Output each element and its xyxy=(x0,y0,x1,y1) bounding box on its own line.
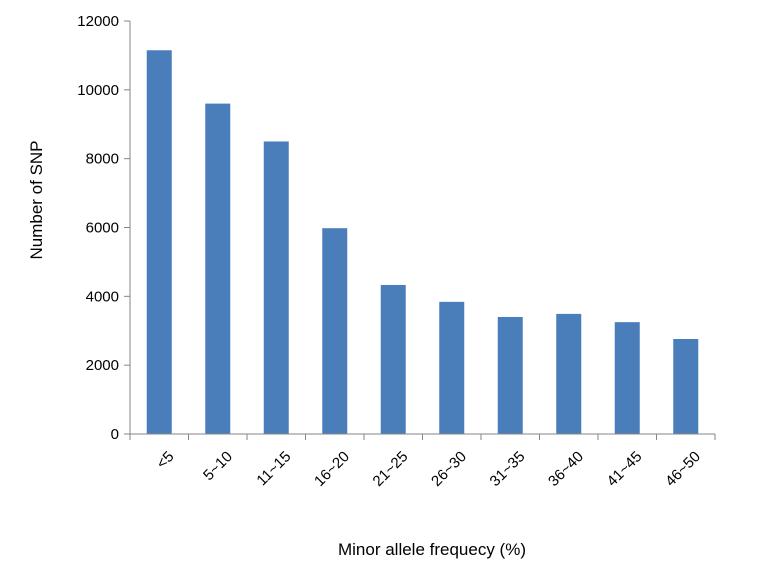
bar-8 xyxy=(614,322,640,434)
x-tick-label-4: 21~25 xyxy=(370,448,412,490)
x-axis-title: Minor allele frequecy (%) xyxy=(338,540,526,559)
y-tick-label-0: 0 xyxy=(111,426,119,443)
bar-5 xyxy=(439,301,465,434)
x-ticks-group: <5 5~10 11~15 16~20 21~25 26~30 31~35 36~40 41~4… xyxy=(129,434,716,490)
bar-7 xyxy=(556,313,582,434)
x-tick-label-9: 46~50 xyxy=(662,448,704,490)
bar-0 xyxy=(146,50,172,434)
y-tick-label-1: 2000 xyxy=(86,357,119,374)
x-tick-label-8: 41~45 xyxy=(604,448,646,490)
bar-3 xyxy=(322,228,348,434)
bar-4 xyxy=(380,284,406,434)
x-tick-label-5: 26~30 xyxy=(428,448,470,490)
y-tick-label-5: 10000 xyxy=(77,82,119,99)
y-ticks-group: 0 2000 4000 6000 8000 10000 12000 xyxy=(77,13,130,443)
y-tick-label-3: 6000 xyxy=(86,220,119,237)
x-tick-label-6: 31~35 xyxy=(487,448,529,490)
x-tick-label-3: 16~20 xyxy=(311,448,353,490)
y-tick-label-4: 8000 xyxy=(86,151,119,168)
bar-1 xyxy=(205,103,231,434)
y-tick-label-2: 4000 xyxy=(86,288,119,305)
bar-9 xyxy=(673,339,699,434)
bars-group xyxy=(146,50,699,434)
bar-2 xyxy=(263,141,289,434)
x-tick-label-0: <5 xyxy=(153,448,177,472)
y-axis-title: Number of SNP xyxy=(27,140,46,259)
bar-6 xyxy=(497,316,523,434)
x-tick-label-1: 5~10 xyxy=(200,448,236,484)
x-tick-label-7: 36~40 xyxy=(545,448,587,490)
x-tick-label-2: 11~15 xyxy=(253,448,294,489)
y-tick-label-6: 12000 xyxy=(77,13,119,30)
